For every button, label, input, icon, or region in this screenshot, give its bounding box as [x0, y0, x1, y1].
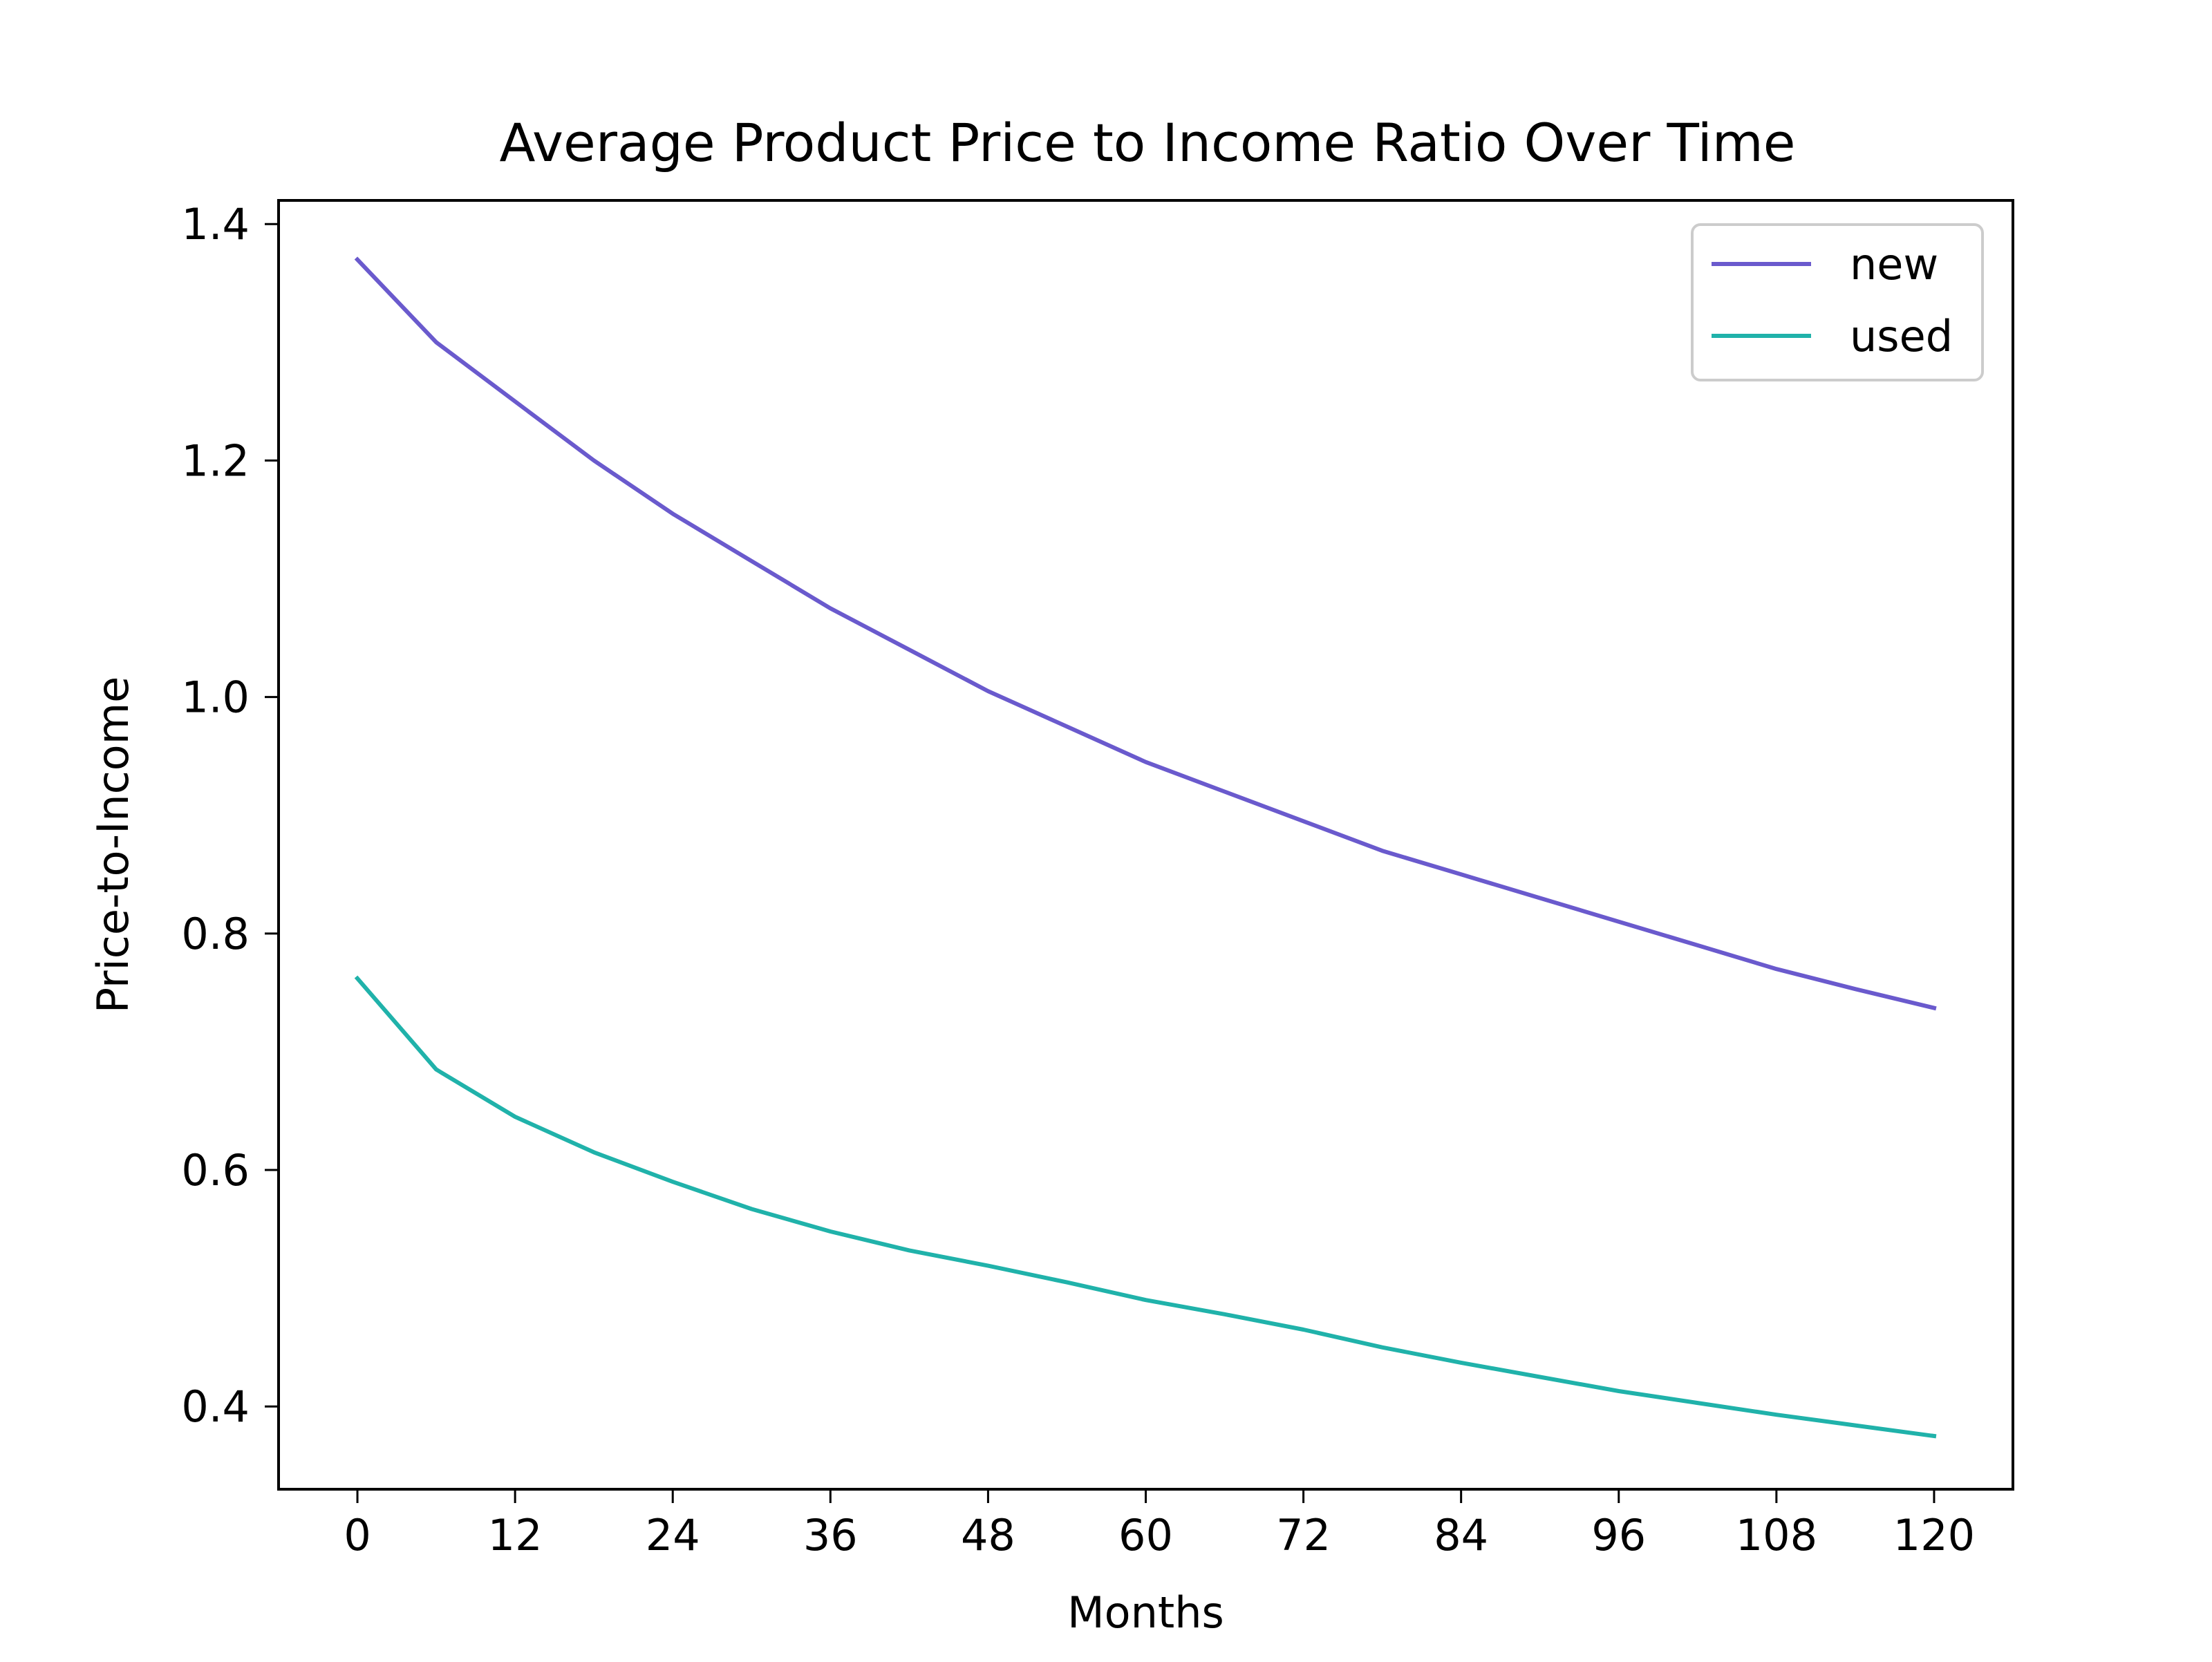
plot-area: [354, 256, 1937, 1439]
y-tick-label: 1.2: [181, 435, 250, 486]
legend-label-new: new: [1850, 239, 1938, 290]
y-tick-label: 1.0: [181, 672, 250, 723]
x-tick-label: 108: [1736, 1510, 1817, 1560]
legend: new used: [1691, 223, 1984, 381]
x-tick-label: 60: [1118, 1510, 1173, 1560]
x-tick-label: 48: [961, 1510, 1015, 1560]
x-tick-label: 0: [344, 1510, 371, 1560]
x-tick-label: 24: [646, 1510, 700, 1560]
x-axis-label: Months: [1067, 1587, 1224, 1638]
y-tick-label: 0.6: [181, 1145, 250, 1196]
y-tick-label: 0.8: [181, 909, 250, 959]
y-axis: 0.4 0.6 0.8 1.0 1.2 1.4: [181, 199, 279, 1432]
y-axis-label: Price-to-Income: [88, 677, 138, 1014]
x-tick-label: 36: [803, 1510, 858, 1560]
y-tick-label: 0.4: [181, 1381, 250, 1432]
series-line-new: [354, 256, 1937, 1011]
x-tick-label: 72: [1276, 1510, 1331, 1560]
x-tick-label: 120: [1893, 1510, 1975, 1560]
chart-title: Average Product Price to Income Ratio Ov…: [499, 112, 1795, 173]
legend-label-used: used: [1850, 311, 1953, 361]
x-axis: 0 12 24 36 48 60 72 84 96 108 120: [344, 1489, 1975, 1560]
x-tick-label: 12: [488, 1510, 543, 1560]
x-tick-label: 96: [1591, 1510, 1646, 1560]
y-tick-label: 1.4: [181, 199, 250, 249]
series-line-used: [354, 975, 1937, 1439]
x-tick-label: 84: [1434, 1510, 1488, 1560]
